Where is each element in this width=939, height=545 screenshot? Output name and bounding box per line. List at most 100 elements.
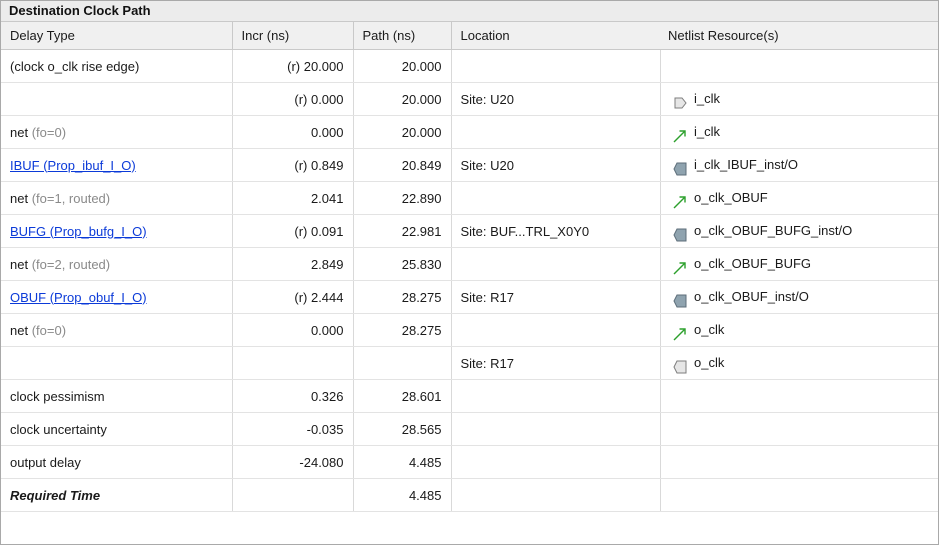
path-cell: 20.000 [353, 115, 452, 149]
path-cell: 28.275 [353, 313, 452, 347]
table-row[interactable]: clock uncertainty -0.035 28.565 [1, 412, 661, 446]
netlist-resource-cell[interactable]: i_clk [660, 116, 938, 149]
delay-type-link[interactable]: OBUF (Prop_obuf_I_O) [10, 289, 147, 305]
netlist-resource-cell[interactable]: o_clk [660, 314, 938, 347]
location-cell [451, 49, 661, 83]
incr-cell [232, 478, 354, 512]
table-row[interactable]: Site: R17 [1, 346, 661, 380]
delay-type-cell: Required Time [1, 478, 233, 512]
delay-type-cell [1, 82, 233, 116]
delay-type-cell: net (fo=2, routed) [1, 247, 233, 281]
location-cell: Site: BUF...TRL_X0Y0 [451, 214, 661, 248]
delay-type-cell[interactable]: BUFG (Prop_bufg_I_O) [1, 214, 233, 248]
delay-type-text: output delay [10, 454, 81, 470]
fanout-text: (fo=1, routed) [31, 190, 111, 206]
fanout-text: (fo=0) [31, 124, 67, 140]
delay-type-cell[interactable]: IBUF (Prop_ibuf_I_O) [1, 148, 233, 182]
delay-type-cell[interactable]: OBUF (Prop_obuf_I_O) [1, 280, 233, 314]
column-header-path[interactable]: Path (ns) [353, 22, 452, 50]
table-row[interactable]: net (fo=1, routed) 2.041 22.890 [1, 181, 661, 215]
net-icon [672, 190, 688, 209]
netlist-resource-cell [660, 413, 938, 446]
location-cell: Site: R17 [451, 346, 661, 380]
delay-type-cell: clock pessimism [1, 379, 233, 413]
delay-type-cell: output delay [1, 445, 233, 479]
path-cell [353, 346, 452, 380]
delay-type-link[interactable]: IBUF (Prop_ibuf_I_O) [10, 157, 136, 173]
path-cell: 20.849 [353, 148, 452, 182]
incr-cell [232, 346, 354, 380]
netlist-resource-cell[interactable]: i_clk [660, 83, 938, 116]
output-port-icon [672, 355, 688, 374]
netlist-resource-cell[interactable]: o_clk_OBUF [660, 182, 938, 215]
column-header-incr[interactable]: Incr (ns) [232, 22, 354, 50]
delay-type-text: net [10, 322, 29, 338]
table-row[interactable]: (clock o_clk rise edge) (r) 20.000 20.000 [1, 49, 661, 83]
netlist-resource-name: o_clk [694, 322, 725, 337]
delay-type-link[interactable]: BUFG (Prop_bufg_I_O) [10, 223, 147, 239]
path-cell: 4.485 [353, 478, 452, 512]
incr-cell: 0.326 [232, 379, 354, 413]
netlist-resource-cell[interactable]: o_clk_OBUF_BUFG [660, 248, 938, 281]
table-row[interactable]: net (fo=0) 0.000 28.275 [1, 313, 661, 347]
path-cell: 22.890 [353, 181, 452, 215]
fanout-text: (fo=0) [31, 322, 67, 338]
netlist-resource-name: o_clk [694, 355, 725, 370]
table-row[interactable]: IBUF (Prop_ibuf_I_O) (r) 0.849 20.849 Site:… [1, 148, 661, 182]
path-cell: 28.275 [353, 280, 452, 314]
delay-type-cell: (clock o_clk rise edge) [1, 49, 233, 83]
column-header-delay-type[interactable]: Delay Type [1, 22, 233, 50]
fanout-text: (fo=2, routed) [31, 256, 111, 272]
netlist-resource-cell [660, 479, 938, 512]
delay-type-cell: net (fo=0) [1, 313, 233, 347]
location-cell [451, 445, 661, 479]
netlist-resource-name: o_clk_OBUF_BUFG [694, 256, 812, 271]
table-row[interactable]: clock pessimism 0.326 28.601 [1, 379, 661, 413]
table-row[interactable]: (r) 0.000 20.000 Site: U20 [1, 82, 661, 116]
delay-type-text: net [10, 124, 29, 140]
netlist-resource-cell[interactable]: o_clk_OBUF_BUFG_inst/O [660, 215, 938, 248]
delay-type-cell: net (fo=1, routed) [1, 181, 233, 215]
netlist-resource-cell [660, 446, 938, 479]
delay-type-cell [1, 346, 233, 380]
column-header-netlist-resources[interactable]: Netlist Resource(s) [660, 22, 938, 50]
delay-type-text: Required Time [10, 487, 101, 503]
table-row[interactable]: OBUF (Prop_obuf_I_O) (r) 2.444 28.275 Site:… [1, 280, 661, 314]
incr-cell: (r) 20.000 [232, 49, 354, 83]
table-row[interactable]: Required Time 4.485 [1, 478, 661, 512]
location-cell: Site: U20 [451, 82, 661, 116]
section-title: Destination Clock Path [1, 1, 938, 22]
incr-cell: -24.080 [232, 445, 354, 479]
netlist-resource-name: o_clk_OBUF [694, 190, 768, 205]
netlist-resource-cell[interactable]: o_clk [660, 347, 938, 380]
table-row[interactable]: output delay -24.080 4.485 [1, 445, 661, 479]
netlist-resources-column: Netlist Resource(s) i_clk i_clk i_clk_IBUF… [660, 22, 938, 512]
netlist-resource-cell[interactable]: o_clk_OBUF_inst/O [660, 281, 938, 314]
location-cell: Site: R17 [451, 280, 661, 314]
netlist-resource-cell [660, 380, 938, 413]
port-icon [672, 91, 688, 109]
column-header-location[interactable]: Location [451, 22, 661, 50]
table-row[interactable]: net (fo=2, routed) 2.849 25.830 [1, 247, 661, 281]
delay-type-text: net [10, 190, 29, 206]
delay-type-text: net [10, 256, 29, 272]
net-icon [672, 322, 688, 341]
net-icon [672, 256, 688, 275]
location-cell [451, 115, 661, 149]
incr-cell: (r) 0.000 [232, 82, 354, 116]
location-cell [451, 181, 661, 215]
cell-pin-icon [672, 157, 688, 176]
location-cell: Site: U20 [451, 148, 661, 182]
netlist-resource-name: o_clk_OBUF_inst/O [694, 289, 809, 304]
delay-type-text: (clock o_clk rise edge) [10, 58, 140, 74]
table-row[interactable]: BUFG (Prop_bufg_I_O) (r) 0.091 22.981 Site:… [1, 214, 661, 248]
incr-cell: 2.041 [232, 181, 354, 215]
path-cell: 20.000 [353, 82, 452, 116]
table-row[interactable]: net (fo=0) 0.000 20.000 [1, 115, 661, 149]
incr-cell: 0.000 [232, 313, 354, 347]
delay-type-cell: clock uncertainty [1, 412, 233, 446]
netlist-resource-cell[interactable]: i_clk_IBUF_inst/O [660, 149, 938, 182]
delay-type-cell: net (fo=0) [1, 115, 233, 149]
location-cell [451, 247, 661, 281]
